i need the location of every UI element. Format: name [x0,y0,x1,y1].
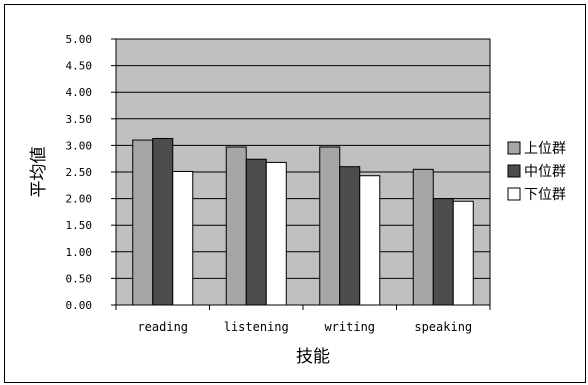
y-tick-label: 0.50 [66,272,93,285]
y-tick-label: 4.00 [66,86,93,99]
bars [132,137,474,306]
bar-上位群-speaking [412,168,434,306]
legend-swatch [507,187,521,201]
legend-label: 中位群 [524,164,566,180]
x-tick-label: speaking [414,320,472,334]
legend-label: 上位群 [524,141,566,157]
legend-swatch [507,141,521,155]
bar-下位群-speaking [452,200,474,306]
y-tick-label: 0.00 [66,299,93,312]
bar-上位群-writing [319,146,341,306]
y-tick-label: 1.00 [66,246,93,259]
y-tick-label: 2.00 [66,193,93,206]
bar-下位群-listening [265,161,287,306]
bar-下位群-writing [359,175,381,306]
bar-中位群-reading [152,137,174,306]
bar-上位群-listening [225,146,247,306]
y-tick-label: 5.00 [66,33,93,46]
x-axis-label: 技能 [296,347,330,367]
y-tick-label: 3.00 [66,139,93,152]
bar-中位群-writing [339,166,361,306]
bar-中位群-speaking [432,198,454,306]
legend-label: 下位群 [524,187,566,203]
x-tick-label: listening [224,320,289,334]
y-tick-label: 1.50 [66,219,93,232]
bar-下位群-reading [172,170,194,306]
y-tick-label: 2.50 [66,166,93,179]
y-tick-label: 4.50 [66,60,93,73]
x-tick-label: writing [324,320,375,334]
x-tick-label: reading [137,320,188,334]
bar-中位群-listening [245,158,267,306]
x-axis-ticks: reading listening writing speaking [115,305,491,334]
legend-swatch [507,164,521,178]
y-axis-ticks: 0.00 0.50 1.00 1.50 2.00 2.50 3.00 3.50 4.00 4.50… [66,33,116,312]
y-tick-label: 3.50 [66,113,93,126]
y-axis-label: 平均値 [29,147,49,198]
bar-上位群-reading [132,139,154,306]
